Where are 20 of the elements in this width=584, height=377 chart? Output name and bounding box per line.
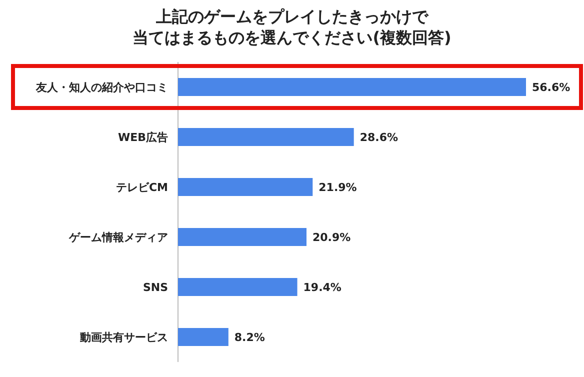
bar [178,128,354,146]
bar [178,228,306,246]
data-label: 56.6% [532,81,570,94]
data-label: 19.4% [303,281,342,294]
y-tick-label: ゲーム情報メディア [68,231,168,244]
chart-title: 上記のゲームをプレイしたきっかけで [155,7,429,26]
bar [178,78,526,96]
data-label: 8.2% [234,331,265,344]
data-label: 28.6% [360,131,398,144]
y-tick-label: WEB広告 [118,131,168,144]
y-tick-label: SNS [142,281,168,294]
data-label: 20.9% [312,231,351,244]
y-tick-label: 友人・知人の紹介や口コミ [35,81,168,94]
bar [178,278,298,296]
chart-subtitle: 当てはまるものを選んでください(複数回答) [132,28,452,47]
y-tick-label: 動画共有サービス [79,331,168,344]
y-tick-label: テレビCM [116,181,168,194]
bar [178,328,228,346]
data-label: 21.9% [318,181,357,194]
bar [178,178,313,196]
